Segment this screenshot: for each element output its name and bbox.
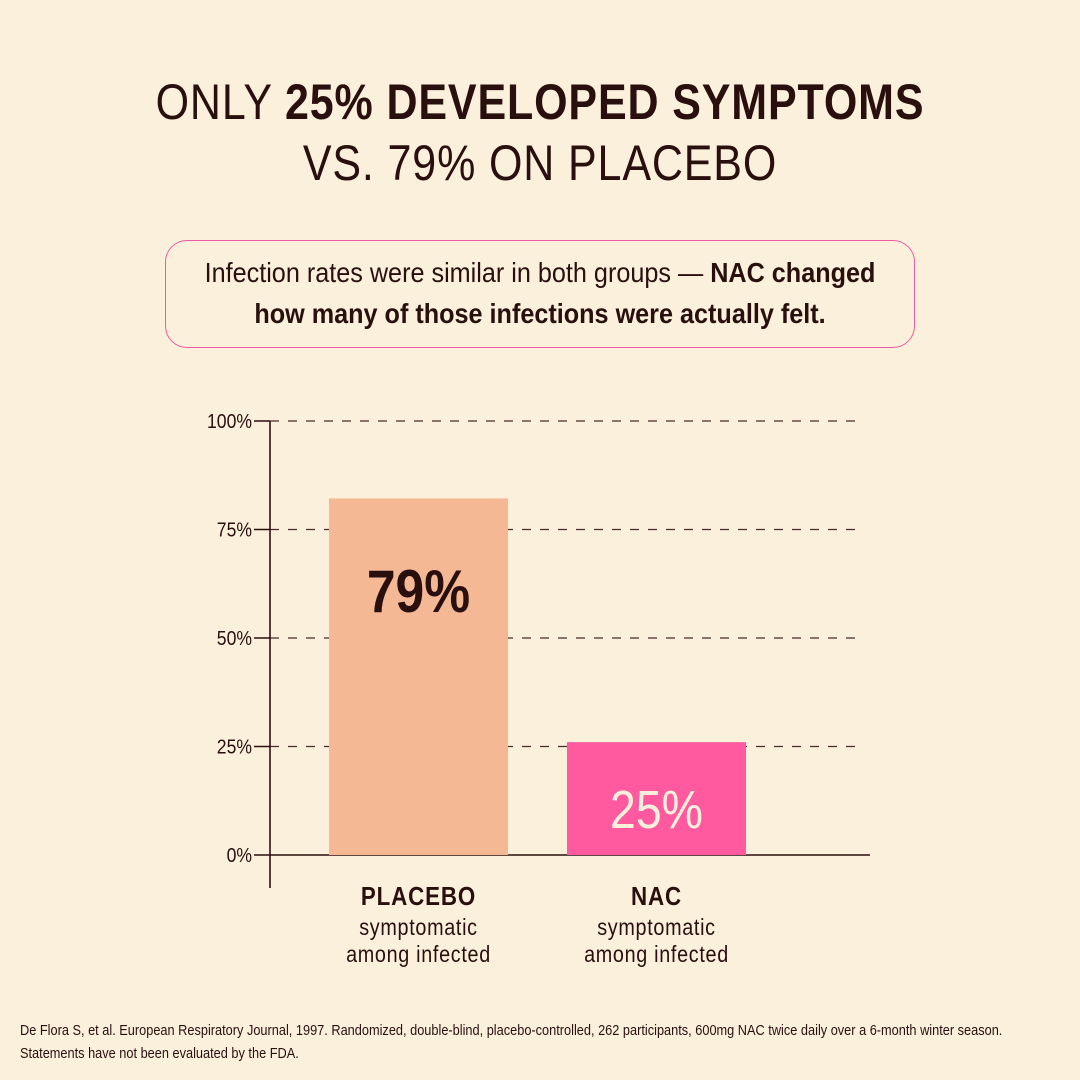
- headline: ONLY 25% DEVELOPED SYMPTOMS VS. 79% ON P…: [76, 72, 1005, 194]
- y-tick-label: 25%: [217, 735, 252, 757]
- callout-bold: NAC changed how many of those infections…: [254, 257, 876, 329]
- callout-regular: Infection rates were similar in both gro…: [204, 257, 704, 289]
- bar-nac: [567, 742, 746, 855]
- category-label: NAC: [631, 882, 682, 911]
- data-label: 25%: [610, 779, 703, 840]
- bar-placebo: [329, 498, 508, 855]
- category-sublabel: among infected: [584, 942, 729, 968]
- category-label: PLACEBO: [361, 882, 476, 911]
- category-sublabel: symptomatic: [359, 915, 478, 941]
- callout-box: Infection rates were similar in both gro…: [165, 240, 915, 348]
- y-tick-label: 100%: [207, 410, 252, 432]
- data-label: 79%: [367, 557, 470, 625]
- category-sublabel: symptomatic: [597, 915, 716, 941]
- y-tick-label: 75%: [217, 518, 252, 540]
- callout-text: Infection rates were similar in both gro…: [203, 253, 876, 334]
- category-sublabel: among infected: [346, 942, 491, 968]
- footer-disclaimer: Statements have not been evaluated by th…: [20, 1046, 299, 1063]
- headline-line-1: ONLY 25% DEVELOPED SYMPTOMS: [76, 72, 1005, 133]
- headline-regular: ONLY: [155, 74, 273, 130]
- headline-line-2: VS. 79% ON PLACEBO: [302, 135, 778, 191]
- y-tick-label: 50%: [217, 627, 252, 649]
- headline-bold: 25% DEVELOPED SYMPTOMS: [284, 74, 925, 130]
- bar-chart: 0%25%50%75%100%79%PLACEBOsymptomaticamon…: [207, 410, 870, 968]
- footer-citation: De Flora S, et al. European Respiratory …: [20, 1023, 1003, 1039]
- footer: De Flora S, et al. European Respiratory …: [20, 1020, 1067, 1066]
- y-tick-label: 0%: [227, 844, 253, 866]
